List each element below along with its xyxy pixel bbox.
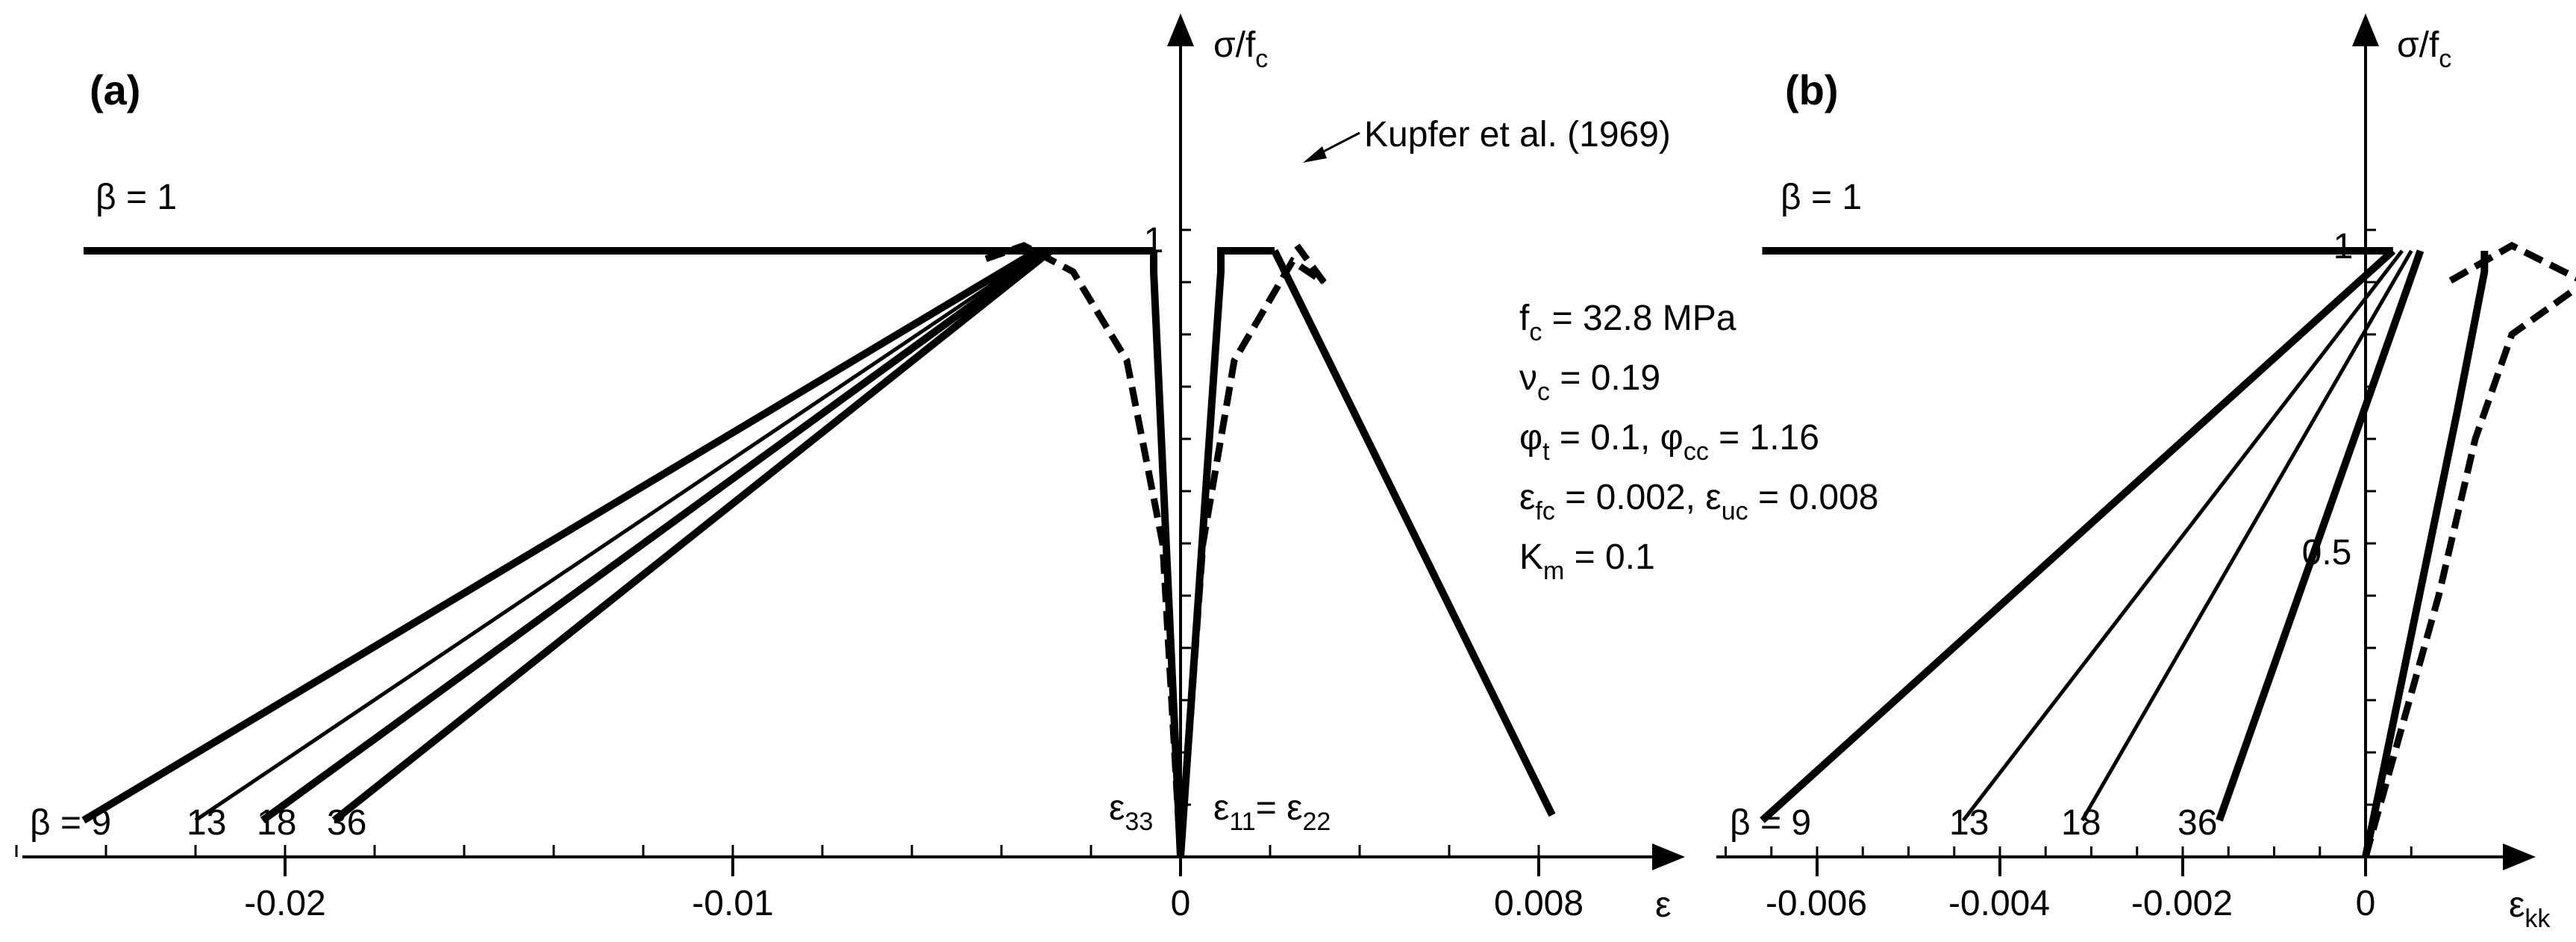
panel-b-y-arrow — [2352, 13, 2379, 46]
panel-a-x-tick-label: -0.02 — [244, 884, 325, 923]
parameter-block: fc = 32.8 MPa νc = 0.19 φt = 0.1, φcc = … — [1519, 299, 1879, 585]
panel-a-y-arrow — [1167, 13, 1194, 46]
panel-b-y-label: σ/fc — [2397, 25, 2451, 73]
panel-a-x-tick-label: -0.01 — [692, 884, 773, 923]
series-a-11-22 — [1177, 247, 1275, 858]
panel-b-tag: (b) — [1785, 66, 1839, 113]
panel-b-beta-18-label: 18 — [2061, 803, 2101, 843]
series-b-1-kk — [2362, 251, 2489, 858]
kupfer-label: Kupfer et al. (1969) — [1364, 115, 1671, 155]
panel-b-beta-1-label: β = 1 — [1781, 178, 1862, 217]
panel-a-beta-18-label: 18 — [257, 803, 296, 843]
series-a-13 — [194, 249, 1043, 823]
panel-a-beta-1-label: β = 1 — [96, 178, 177, 217]
panel-b-x-tick-label: 0 — [2356, 884, 2376, 923]
series-b-9 — [1760, 248, 2396, 823]
panel-a-beta-9-label: β = 9 — [30, 803, 111, 843]
panel-a-e11-e22-label: ε11= ε22 — [1213, 788, 1331, 836]
panel-a-tag: (a) — [90, 66, 140, 113]
panel-a-x-tick-label: 0.008 — [1494, 884, 1584, 923]
panel-a-x-ticks — [15, 845, 1540, 876]
panel-a: (a) σ/fc ε 1 -0.02 -0.01 0 0.008 β = 1 β… — [15, 13, 1879, 925]
series-b-36 — [2216, 249, 2425, 822]
series-a-kupfer-et-al-1969-33 — [978, 242, 1184, 858]
series-b-kupfer-et-al-1969 — [2362, 241, 2576, 858]
panel-a-x-tick-label: 0 — [1171, 884, 1191, 923]
series-a-36 — [331, 248, 1054, 823]
series-a-kupfer-et-al-1969-11 — [1177, 243, 1327, 858]
panel-b-x-tick-label: -0.006 — [1766, 884, 1867, 923]
param-nuc: νc = 0.19 — [1519, 358, 1660, 406]
panel-a-x-arrow — [1652, 843, 1685, 870]
panel-b-beta-36-label: 36 — [2178, 803, 2217, 843]
panel-b-x-tick-label: -0.002 — [2131, 884, 2233, 923]
panel-b-y-ticks — [2366, 228, 2376, 806]
param-fc: fc = 32.8 MPa — [1519, 299, 1736, 346]
panel-a-curves — [81, 242, 1556, 858]
panel-b-x-arrow — [2503, 843, 2536, 870]
series-a-11-1 — [1271, 249, 1556, 817]
param-eps: εfc = 0.002, εuc = 0.008 — [1519, 478, 1879, 525]
param-phi: φt = 0.1, φcc = 1.16 — [1519, 418, 1819, 466]
panel-b-curves — [1760, 241, 2576, 858]
param-km: Km = 0.1 — [1519, 537, 1655, 585]
kupfer-leader-arrow — [1303, 146, 1327, 163]
panel-b: (b) σ/fc εkk 1 0.5 -0.006 -0.004 -0.002 … — [1716, 13, 2576, 933]
panel-b-x-label: εkk — [2509, 885, 2551, 933]
panel-a-beta-36-label: 36 — [327, 803, 366, 843]
series-a-18 — [260, 247, 1048, 824]
series-a-33 — [1150, 251, 1184, 858]
panel-a-x-label: ε — [1655, 885, 1671, 925]
panel-b-x-tick-label: -0.004 — [1948, 884, 2050, 923]
panel-a-beta-13-label: 13 — [187, 803, 226, 843]
panel-a-e33-label: ε33 — [1109, 788, 1153, 836]
panel-b-x-ticks — [1725, 846, 2413, 876]
panel-b-y-tick-label-1: 1 — [2333, 227, 2354, 266]
panel-a-y-label: σ/fc — [1213, 25, 1268, 73]
series-b-18 — [2081, 249, 2413, 822]
panel-b-beta-13-label: 13 — [1949, 803, 1989, 843]
panel-b-beta-9-label: β = 9 — [1730, 803, 1811, 843]
series-a-9 — [81, 247, 1040, 824]
series-b-13 — [1962, 249, 2404, 822]
